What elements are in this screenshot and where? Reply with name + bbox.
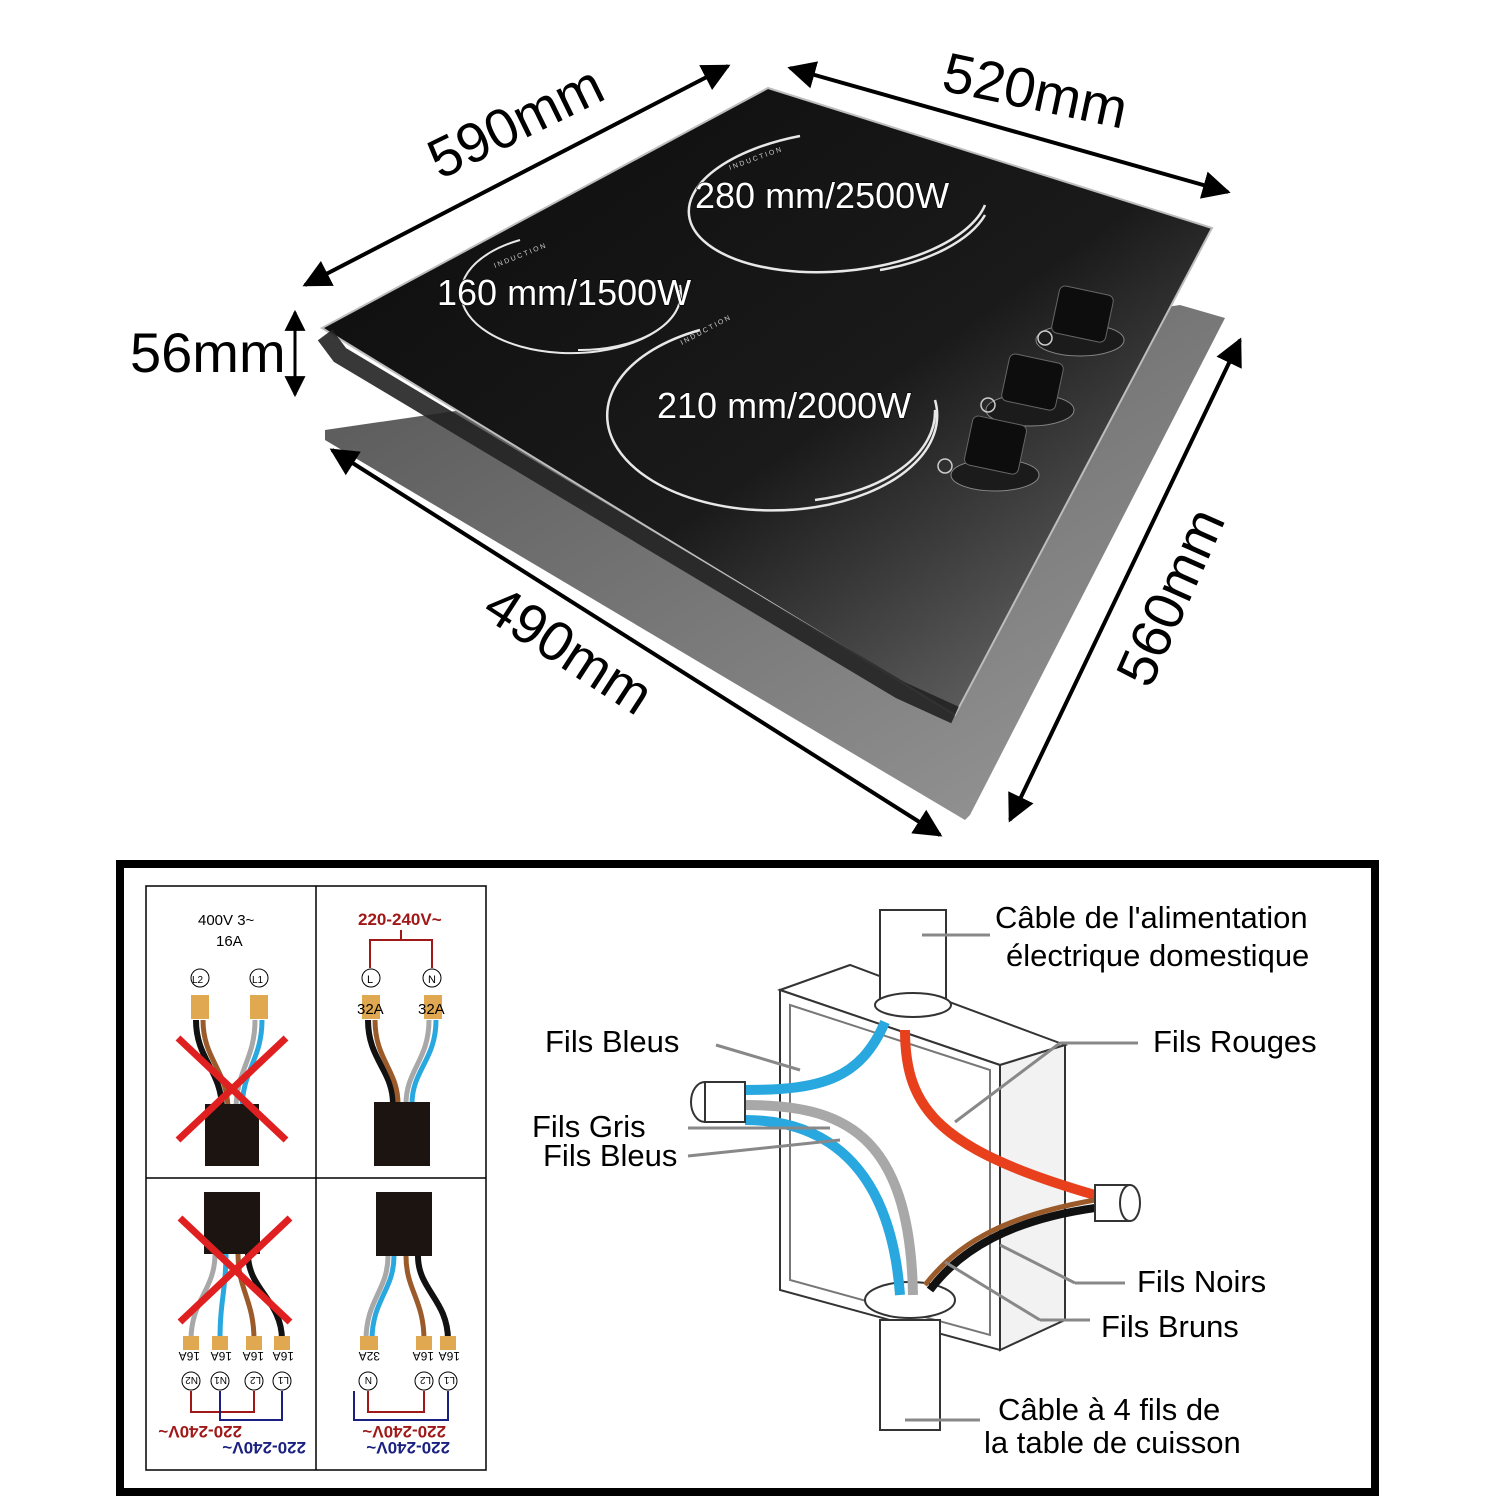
svg-text:L: L <box>367 974 373 986</box>
svg-text:L1: L1 <box>277 1374 289 1385</box>
dim-56: 56mm <box>130 321 286 384</box>
svg-text:32A: 32A <box>359 1349 380 1363</box>
svg-text:16A: 16A <box>439 1349 460 1363</box>
svg-text:400V 3~: 400V 3~ <box>198 912 255 929</box>
label-hob-cable-2: la table de cuisson <box>984 1425 1241 1460</box>
svg-text:220-240V~: 220-240V~ <box>362 1422 446 1441</box>
label-blue-wires-bottom: Fils Bleus <box>543 1138 677 1173</box>
junction-wires <box>744 1020 1097 1296</box>
svg-text:L2: L2 <box>419 1374 431 1385</box>
zone-label-small: 160 mm/1500W <box>437 272 691 313</box>
svg-text:220-240V~: 220-240V~ <box>366 1438 450 1457</box>
wire-nut-left <box>690 1081 746 1123</box>
dim-590: 590mm <box>418 52 613 190</box>
panel-bottom-left: 16A 16A 16A 16A N2 N1 L2 L1 220-240V~ 22… <box>158 1192 306 1457</box>
svg-text:16A: 16A <box>179 1349 200 1363</box>
label-grey-wires: Fils Gris <box>532 1109 646 1144</box>
wiring-grid <box>145 885 487 1471</box>
label-black-wires: Fils Noirs <box>1137 1264 1266 1299</box>
svg-text:220-240V~: 220-240V~ <box>222 1438 306 1457</box>
svg-text:220-240V~: 220-240V~ <box>358 910 442 929</box>
leader-lines <box>687 933 1138 1422</box>
svg-text:N2: N2 <box>185 1374 198 1385</box>
label-hob-cable-1: Câble à 4 fils de <box>998 1392 1220 1427</box>
zone-label-large: 280 mm/2500W <box>695 175 949 216</box>
label-supply-cable-2: électrique domestique <box>1006 938 1309 973</box>
panel-top-left: 400V 3~ 16A L2 L1 <box>175 912 289 1166</box>
svg-text:N: N <box>365 1374 372 1385</box>
dim-560: 560mm <box>1103 499 1237 695</box>
svg-text:16A: 16A <box>211 1349 232 1363</box>
svg-text:32A: 32A <box>418 1001 445 1018</box>
svg-text:L2: L2 <box>249 1374 261 1385</box>
svg-text:16A: 16A <box>273 1349 294 1363</box>
hob-illustration: INDUCTION INDUCTION INDUCTION 280 mm/250… <box>317 86 1225 820</box>
label-blue-wires-top: Fils Bleus <box>545 1024 679 1059</box>
zone-label-medium: 210 mm/2000W <box>657 385 911 426</box>
label-red-wires: Fils Rouges <box>1153 1024 1317 1059</box>
panel-top-right: 220-240V~ L N 32A 32A <box>357 910 445 1166</box>
svg-text:16A: 16A <box>243 1349 264 1363</box>
svg-text:32A: 32A <box>357 1001 384 1018</box>
dim-520: 520mm <box>938 40 1134 140</box>
svg-text:L2: L2 <box>192 975 204 986</box>
svg-text:N: N <box>428 974 436 986</box>
svg-text:220-240V~: 220-240V~ <box>158 1422 242 1441</box>
label-supply-cable-1: Câble de l'alimentation <box>995 900 1308 935</box>
label-brown-wires: Fils Bruns <box>1101 1309 1239 1344</box>
svg-text:L1: L1 <box>443 1374 455 1385</box>
panel-bottom-right: 32A 16A 16A N L2 L1 220-240V~ 220-240V~ <box>353 1192 460 1457</box>
svg-text:16A: 16A <box>413 1349 434 1363</box>
svg-text:16A: 16A <box>216 933 243 950</box>
svg-text:L1: L1 <box>252 975 264 986</box>
svg-text:N1: N1 <box>214 1374 227 1385</box>
wire-nut-right <box>1094 1184 1141 1222</box>
dimension-arrows <box>284 61 1242 837</box>
